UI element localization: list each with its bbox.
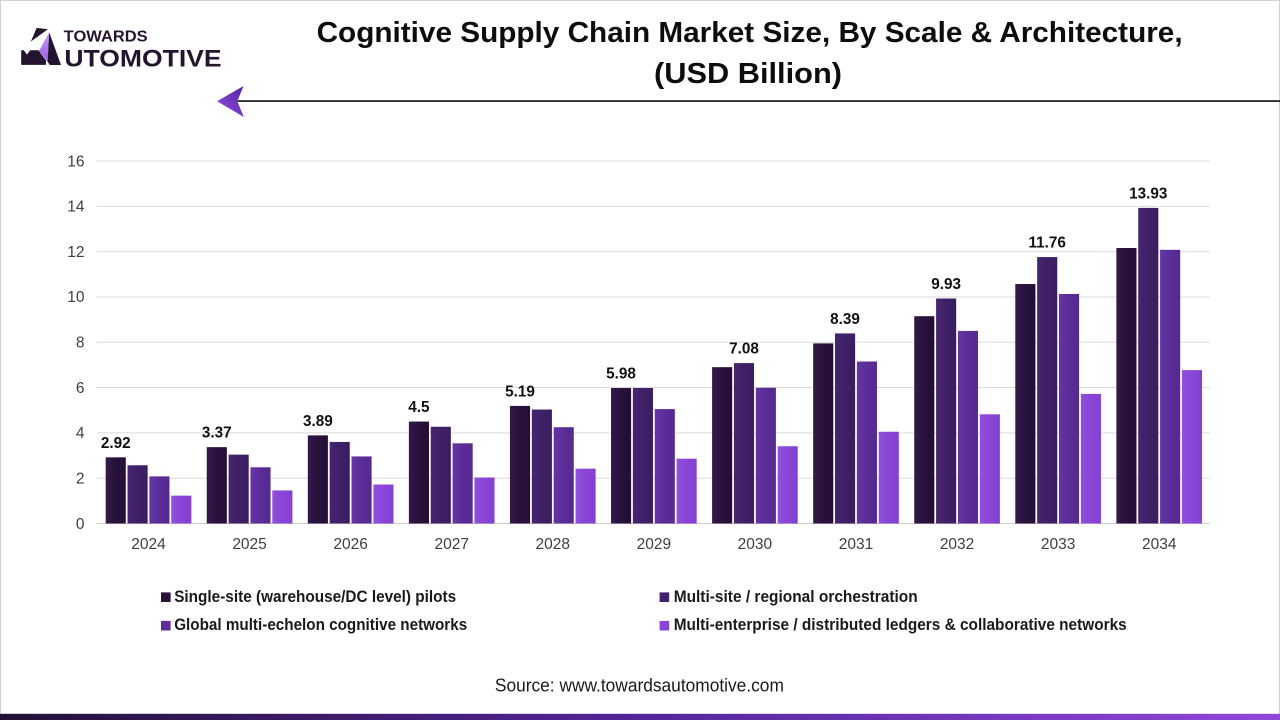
svg-text:13.93: 13.93: [1129, 185, 1167, 202]
svg-text:5.98: 5.98: [606, 366, 636, 383]
svg-text:11.76: 11.76: [1028, 235, 1065, 252]
svg-text:2.92: 2.92: [101, 435, 131, 452]
svg-text:Cognitive Supply Chain Market: Cognitive Supply Chain Market Size, By S…: [317, 17, 1183, 49]
svg-text:4.5: 4.5: [408, 399, 430, 416]
svg-text:2031: 2031: [839, 536, 873, 553]
svg-text:7.08: 7.08: [729, 341, 759, 358]
svg-text:10: 10: [67, 289, 85, 306]
svg-text:2: 2: [76, 470, 85, 487]
svg-text:Global multi-echelon cognitive: Global multi-echelon cognitive networks: [174, 615, 467, 634]
svg-text:12: 12: [67, 244, 84, 261]
svg-text:TOWARDS: TOWARDS: [64, 29, 148, 46]
svg-text:(USD Billion): (USD Billion): [654, 58, 842, 90]
svg-text:2032: 2032: [940, 536, 974, 553]
svg-text:6: 6: [76, 380, 85, 397]
svg-text:3.89: 3.89: [303, 413, 333, 430]
svg-text:2033: 2033: [1041, 536, 1075, 553]
svg-text:3.37: 3.37: [202, 425, 232, 442]
svg-text:5.19: 5.19: [505, 383, 535, 400]
svg-text:0: 0: [76, 516, 85, 533]
svg-text:Multi-enterprise / distributed: Multi-enterprise / distributed ledgers &…: [674, 615, 1127, 634]
svg-text:UTOMOTIVE: UTOMOTIVE: [64, 46, 221, 73]
svg-text:14: 14: [67, 199, 85, 216]
svg-text:2034: 2034: [1142, 536, 1177, 553]
svg-text:2025: 2025: [232, 536, 266, 553]
svg-text:16: 16: [67, 153, 84, 170]
svg-text:2026: 2026: [333, 536, 367, 553]
svg-text:2024: 2024: [131, 536, 166, 553]
svg-text:Source: www.towardsautomotive.: Source: www.towardsautomotive.com: [495, 675, 784, 696]
svg-text:2030: 2030: [738, 536, 773, 553]
svg-text:2028: 2028: [536, 536, 570, 553]
svg-text:Multi-site / regional orchestr: Multi-site / regional orchestration: [674, 587, 918, 606]
svg-text:9.93: 9.93: [931, 276, 961, 293]
svg-text:2027: 2027: [434, 536, 468, 553]
svg-text:Single-site (warehouse/DC leve: Single-site (warehouse/DC level) pilots: [174, 587, 456, 606]
svg-text:8: 8: [76, 335, 85, 352]
svg-text:2029: 2029: [637, 536, 671, 553]
svg-text:8.39: 8.39: [830, 311, 860, 328]
svg-text:4: 4: [76, 425, 85, 442]
